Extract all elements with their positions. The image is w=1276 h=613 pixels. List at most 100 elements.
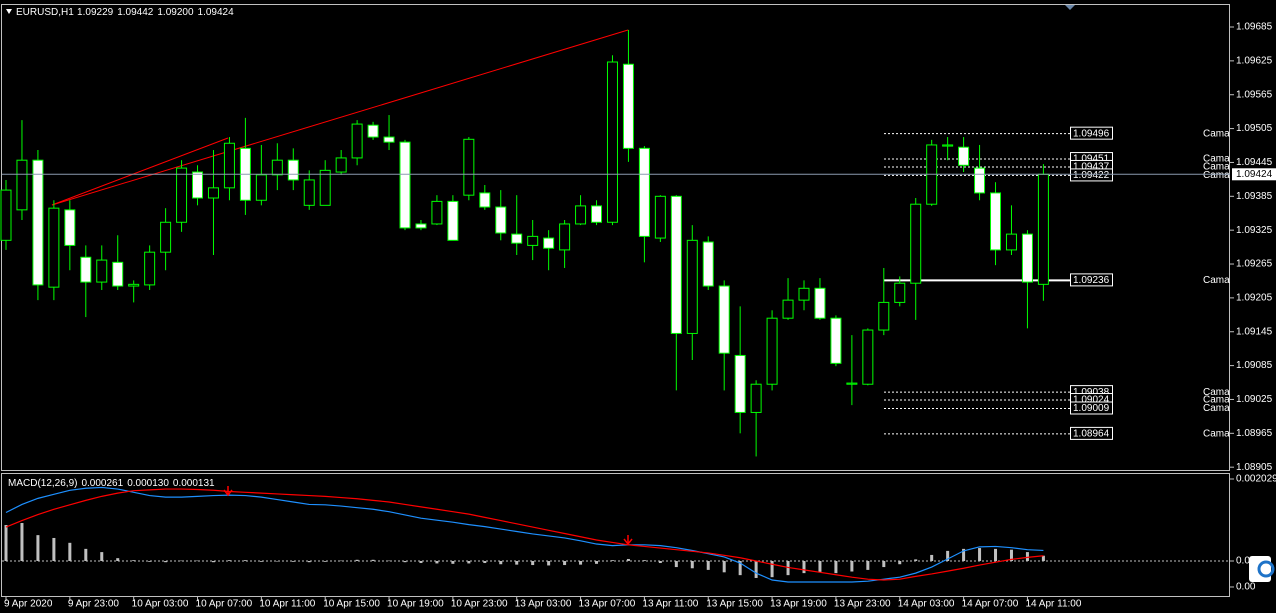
level-value: 1.09437: [1073, 162, 1110, 173]
histogram-bar: [211, 560, 215, 563]
candle-body: [176, 167, 188, 223]
x-tick-label: 13 Apr 19:00: [770, 599, 827, 610]
macd-pane-frame: [1, 473, 1230, 597]
trend-line[interactable]: [51, 137, 229, 206]
shift-marker[interactable]: [1065, 5, 1075, 10]
histogram-bar: [738, 560, 742, 576]
histogram-bar: [642, 560, 646, 561]
y-tick-label: 0.00: [1236, 582, 1256, 593]
trend-line[interactable]: [51, 29, 629, 206]
histogram-bar: [84, 548, 88, 561]
x-tick-label: 10 Apr 11:00: [259, 599, 315, 610]
y-tick-label: 1.09385: [1236, 191, 1273, 202]
menu-arrow[interactable]: [6, 9, 12, 14]
level-label: Cama: [1203, 429, 1230, 440]
candle-body: [750, 383, 762, 413]
histogram-bar: [547, 560, 551, 566]
candle-body: [415, 223, 427, 229]
histogram-bar: [339, 560, 343, 562]
candle-body: [1021, 233, 1033, 283]
candle-body: [654, 195, 666, 239]
candle-body: [686, 239, 698, 334]
histogram-bar: [291, 560, 295, 562]
level-value: 1.09451: [1073, 154, 1110, 165]
histogram-bar: [722, 560, 726, 573]
candle-body: [575, 205, 587, 225]
level-value: 1.09009: [1073, 403, 1110, 414]
histogram-bar: [227, 560, 231, 561]
histogram-bar: [610, 560, 614, 561]
candle-body: [495, 206, 507, 234]
histogram-bar: [323, 560, 327, 562]
histogram-bar: [802, 560, 806, 574]
candle-body: [335, 157, 347, 173]
candle-body: [16, 159, 28, 211]
candle-body: [591, 205, 603, 223]
histogram-bar: [467, 560, 471, 564]
signal-arrow: [623, 535, 633, 546]
candle-body: [830, 317, 842, 364]
histogram-bar: [307, 560, 311, 563]
level-label: Cama: [1203, 170, 1230, 181]
histogram-bar: [483, 560, 487, 564]
histogram-bar: [355, 559, 359, 561]
header-open: 1.09229: [77, 7, 114, 18]
histogram-bar: [946, 550, 950, 561]
candle-body: [64, 209, 76, 246]
histogram-bar: [499, 560, 503, 565]
histogram-bar: [898, 560, 902, 565]
histogram-bar: [403, 560, 407, 563]
histogram-bar: [531, 560, 535, 566]
candle-body: [351, 123, 363, 159]
candle-body: [192, 171, 204, 199]
candle-body: [160, 221, 172, 253]
macd-header: MACD(12,26,9) 0.000261 0.000130 0.000131: [8, 478, 215, 489]
candle-body: [383, 136, 395, 143]
histogram-bar: [164, 560, 168, 563]
histogram-bar: [515, 560, 519, 565]
y-tick-label: 1.09565: [1236, 89, 1273, 100]
x-tick-label: 10 Apr 23:00: [451, 599, 508, 610]
histogram-bar: [595, 560, 599, 564]
y-tick-label: 1.09085: [1236, 360, 1273, 371]
level-value: 1.09422: [1073, 170, 1110, 181]
price-box: [1232, 168, 1276, 181]
level-label: Cama: [1203, 275, 1230, 286]
histogram-bar: [148, 560, 152, 562]
candle-body: [399, 141, 411, 229]
candle-body: [766, 317, 778, 385]
candle-body: [670, 195, 682, 334]
candle-body: [638, 147, 650, 237]
candle-body: [96, 259, 108, 283]
candle-body: [814, 287, 826, 319]
candle-body: [128, 283, 140, 287]
candle-body: [846, 382, 858, 385]
level-box: [1070, 273, 1113, 287]
candle-body: [463, 138, 475, 196]
candle-body: [543, 237, 555, 249]
indicator-line: [5, 486, 1044, 583]
y-tick-label: 1.09265: [1236, 259, 1273, 270]
level-value: 1.09496: [1073, 128, 1110, 139]
histogram-bar: [116, 558, 120, 561]
histogram-bar: [563, 560, 567, 566]
histogram-bar: [658, 560, 662, 564]
histogram-bar: [196, 560, 200, 562]
x-tick-label: 13 Apr 03:00: [515, 599, 572, 610]
histogram-bar: [690, 560, 694, 569]
y-tick-label: 1.09145: [1236, 326, 1273, 337]
histogram-bar: [930, 554, 934, 561]
candle-body: [862, 329, 874, 385]
candle-body: [431, 200, 443, 225]
header-close: 1.09424: [198, 7, 235, 18]
y-tick-label: 1.09685: [1236, 22, 1273, 33]
macd-pane: 0.002029 0.00 0.00: [2, 474, 1276, 593]
candle-body: [718, 285, 730, 354]
header-low: 1.09200: [157, 7, 194, 18]
level-box: [1070, 401, 1113, 415]
histogram-bar: [962, 548, 966, 561]
macd-title: MACD(12,26,9): [8, 478, 77, 489]
x-tick-label: 13 Apr 23:00: [834, 599, 891, 610]
histogram-bar: [52, 537, 56, 561]
indicator-line: [5, 488, 1044, 581]
